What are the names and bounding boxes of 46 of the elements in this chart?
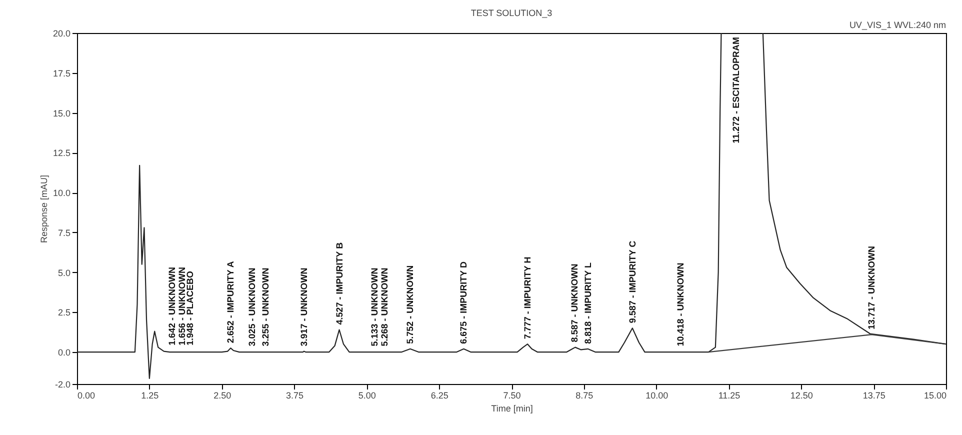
- annotation: 3.025 - UNKNOWN: [247, 268, 258, 346]
- annotation: 3.255 - UNKNOWN: [260, 268, 271, 346]
- annotation: 10.418 - UNKNOWN: [676, 262, 686, 346]
- x-tick-label: 15.00: [924, 390, 946, 400]
- annotation: 5.268 - UNKNOWN: [379, 268, 390, 346]
- x-tick-label: 5.00: [358, 390, 376, 400]
- y-axis-title: Response [mAU]: [38, 174, 49, 244]
- annotation: 11.272 - ESCITALOPRAM: [731, 37, 742, 144]
- annotation: 1.642 - UNKNOWN: [167, 266, 178, 346]
- x-tick-label: 8.75: [576, 390, 594, 400]
- x-tick-label: 11.25: [718, 390, 740, 400]
- annotation: 2.652 - IMPURITY A: [226, 260, 236, 344]
- x-tick-label: 12.50: [790, 390, 813, 400]
- annotation: 8.818 - IMPURITY L: [582, 262, 593, 344]
- annotation: 5.133 - UNKNOWN: [369, 268, 380, 346]
- x-tick-label: 10.00: [646, 390, 668, 400]
- annotation: 1.948 - PLACEBO: [184, 270, 195, 346]
- y-tick-label: 12.5: [52, 148, 70, 158]
- annotation: 1.656 - UNKNOWN: [177, 266, 188, 346]
- x-tick-label: 1.25: [141, 390, 159, 400]
- annotation: 3.917 - UNKNOWN: [298, 268, 309, 346]
- annotation: 7.777 - IMPURITY H: [522, 256, 533, 340]
- y-tick-label: 0.0: [58, 348, 70, 358]
- y-tick-label: 10.0: [52, 188, 70, 198]
- x-tick-label: 0.00: [78, 390, 96, 400]
- y-tick-label: 17.5: [52, 68, 70, 78]
- annotation: 6.675 - IMPURITY D: [458, 261, 469, 344]
- annotation: 5.752 - UNKNOWN: [405, 265, 416, 344]
- x-tick-label: 3.75: [286, 390, 304, 400]
- y-tick-label: 20.0: [52, 28, 70, 38]
- y-tick-label: 2.5: [58, 308, 70, 318]
- y-tick-label: 7.5: [58, 228, 70, 238]
- x-tick-label: 2.50: [214, 390, 232, 400]
- y-tick-label: 5.0: [58, 268, 70, 278]
- y-tick-label: 15.0: [52, 108, 70, 118]
- annotation: 13.717 - UNKNOWN: [866, 246, 877, 330]
- annotation: 9.587 - IMPURITY C: [627, 240, 638, 324]
- annotation: 4.527 - IMPURITY B: [334, 242, 344, 325]
- text: UV_VIS_1 WVL:240 nm: [849, 20, 946, 30]
- y-tick-label: -2.0: [54, 380, 70, 390]
- annotation: 8.587 - UNKNOWN: [569, 264, 580, 342]
- x-tick-label: 6.25: [430, 390, 448, 400]
- x-axis-title: Time [min]: [491, 404, 533, 414]
- chart-title: TEST SOLUTION_3: [470, 8, 552, 18]
- x-tick-label: 7.50: [503, 390, 521, 400]
- x-tick-label: 13.75: [862, 390, 886, 400]
